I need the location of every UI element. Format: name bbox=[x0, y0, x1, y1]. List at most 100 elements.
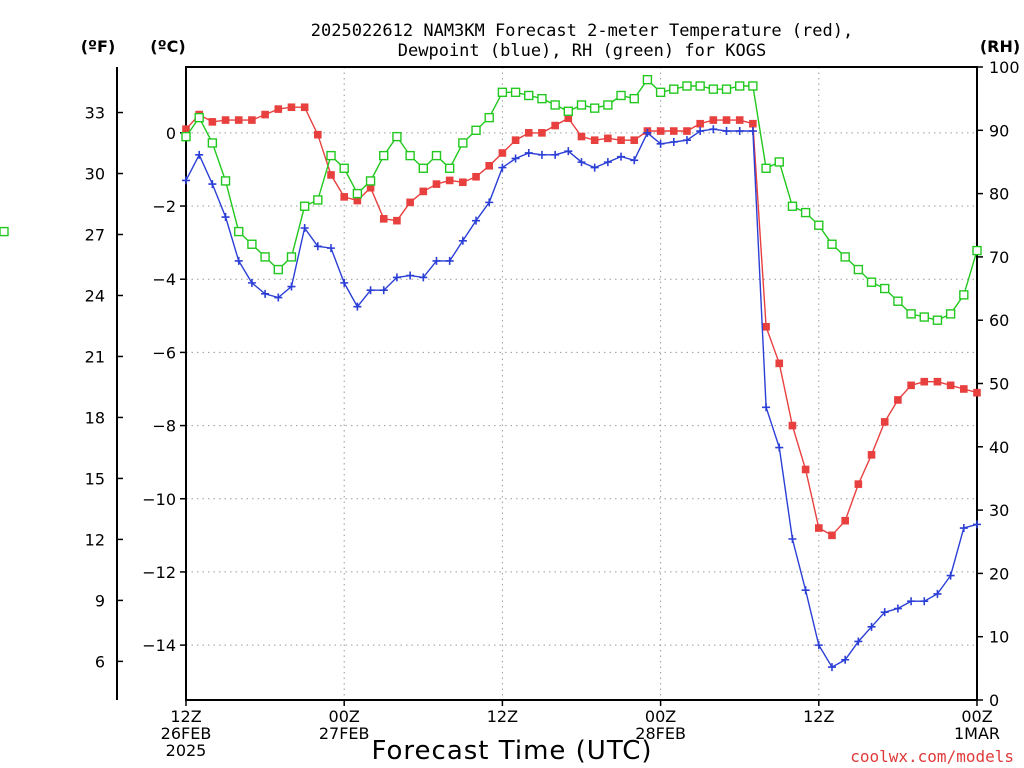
data-point-dewpoint bbox=[893, 604, 902, 613]
data-point-rh bbox=[365, 176, 376, 186]
data-point-rh bbox=[853, 264, 864, 275]
data-point-temperature bbox=[880, 418, 889, 426]
data-point-dewpoint bbox=[327, 244, 336, 253]
data-point-dewpoint bbox=[590, 163, 599, 172]
data-point-rh bbox=[669, 84, 679, 94]
fahrenheit-tick-label: 6 bbox=[95, 652, 105, 671]
fahrenheit-tick-label: 30 bbox=[85, 165, 105, 184]
fahrenheit-tick-label: 15 bbox=[85, 469, 105, 488]
x-tick-label: 12Z bbox=[803, 707, 834, 726]
data-point-rh bbox=[497, 87, 508, 98]
data-point-dewpoint bbox=[261, 289, 270, 298]
fahrenheit-tick-label: 27 bbox=[85, 225, 105, 244]
series-rh bbox=[0, 74, 982, 325]
x-tick-label: 00Z bbox=[645, 707, 676, 726]
data-point-temperature bbox=[406, 198, 414, 207]
data-point-dewpoint bbox=[907, 597, 916, 606]
celsius-tick-label: −12 bbox=[142, 563, 176, 582]
data-point-dewpoint bbox=[340, 278, 349, 287]
data-point-dewpoint bbox=[392, 273, 401, 282]
data-point-temperature bbox=[551, 121, 559, 130]
data-point-temperature bbox=[524, 129, 533, 137]
series-temperature bbox=[182, 103, 981, 540]
data-point-temperature bbox=[683, 127, 691, 135]
data-point-dewpoint bbox=[419, 273, 428, 282]
data-point-dewpoint bbox=[630, 156, 639, 165]
data-point-temperature bbox=[432, 180, 441, 188]
x-tick-label: 2025 bbox=[166, 741, 207, 760]
data-point-dewpoint bbox=[195, 150, 204, 159]
data-point-rh bbox=[352, 188, 363, 199]
data-point-dewpoint bbox=[801, 586, 810, 595]
data-point-rh bbox=[550, 100, 560, 110]
data-point-temperature bbox=[261, 110, 269, 119]
data-point-rh bbox=[405, 150, 415, 161]
data-point-rh bbox=[814, 220, 824, 230]
data-point-rh bbox=[0, 226, 9, 237]
data-point-temperature bbox=[340, 193, 349, 201]
data-point-dewpoint bbox=[827, 663, 836, 672]
data-point-dewpoint bbox=[735, 127, 744, 136]
data-point-rh bbox=[695, 81, 705, 91]
data-point-temperature bbox=[208, 118, 217, 126]
data-point-temperature bbox=[709, 116, 718, 124]
celsius-tick-label: 0 bbox=[166, 124, 176, 143]
rh-tick-label: 50 bbox=[989, 375, 1009, 394]
data-point-temperature bbox=[814, 524, 823, 532]
celsius-unit-label: (ºC) bbox=[150, 37, 185, 56]
data-point-rh bbox=[286, 252, 297, 262]
data-point-temperature bbox=[538, 129, 546, 137]
data-series bbox=[0, 74, 982, 672]
data-point-rh bbox=[959, 290, 969, 300]
data-point-rh bbox=[313, 195, 323, 205]
series-line-temperature bbox=[185, 106, 978, 537]
data-point-temperature bbox=[696, 119, 704, 128]
data-point-dewpoint bbox=[722, 127, 731, 136]
data-point-dewpoint bbox=[867, 622, 876, 631]
data-point-rh bbox=[642, 74, 653, 85]
x-tick-label: 27FEB bbox=[319, 724, 370, 743]
data-point-dewpoint bbox=[933, 589, 942, 598]
data-point-temperature bbox=[379, 215, 388, 223]
data-point-temperature bbox=[314, 130, 322, 139]
data-point-temperature bbox=[327, 171, 335, 179]
data-point-rh bbox=[866, 277, 877, 287]
data-point-dewpoint bbox=[748, 127, 757, 136]
celsius-tick-label: −8 bbox=[152, 417, 176, 436]
data-point-rh bbox=[418, 163, 428, 173]
data-point-temperature bbox=[749, 119, 757, 128]
data-point-temperature bbox=[459, 178, 467, 187]
x-tick-label: 12Z bbox=[170, 707, 201, 726]
celsius-tick-label: −6 bbox=[152, 343, 176, 362]
rh-tick-label: 100 bbox=[989, 58, 1020, 77]
data-point-dewpoint bbox=[682, 136, 691, 145]
data-point-temperature bbox=[287, 103, 296, 112]
data-point-temperature bbox=[973, 388, 981, 397]
data-point-temperature bbox=[867, 451, 876, 459]
rh-tick-label: 30 bbox=[989, 501, 1009, 520]
data-point-temperature bbox=[234, 116, 243, 124]
data-point-temperature bbox=[656, 127, 665, 135]
data-point-temperature bbox=[775, 359, 784, 368]
data-point-dewpoint bbox=[696, 127, 705, 136]
data-point-temperature bbox=[828, 531, 836, 540]
data-point-temperature bbox=[946, 381, 955, 390]
data-point-rh bbox=[774, 157, 784, 167]
data-point-dewpoint bbox=[366, 286, 375, 295]
data-point-rh bbox=[932, 315, 943, 325]
data-point-dewpoint bbox=[247, 278, 256, 287]
data-point-temperature bbox=[907, 381, 915, 390]
data-point-rh bbox=[247, 239, 257, 249]
celsius-tick-label: −14 bbox=[142, 636, 176, 655]
rh-unit-label: (RH) bbox=[980, 37, 1020, 56]
data-point-rh bbox=[748, 81, 758, 91]
data-point-temperature bbox=[445, 176, 454, 185]
data-point-temperature bbox=[894, 396, 902, 404]
fahrenheit-tick-label: 9 bbox=[95, 591, 105, 610]
data-point-rh bbox=[800, 207, 811, 218]
data-point-temperature bbox=[182, 125, 190, 134]
data-point-temperature bbox=[590, 136, 599, 144]
rh-tick-label: 10 bbox=[989, 628, 1009, 647]
data-point-temperature bbox=[300, 103, 309, 112]
